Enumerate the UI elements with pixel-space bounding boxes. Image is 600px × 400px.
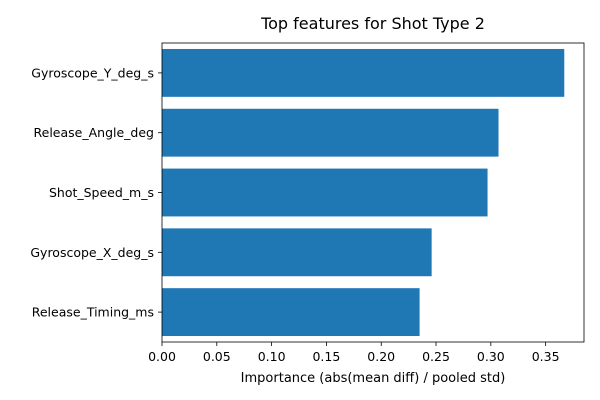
x-tick-label: 0.25: [422, 349, 450, 364]
bar: [162, 108, 499, 157]
x-tick-label: 0.30: [477, 349, 505, 364]
x-tick-label: 0.35: [532, 349, 560, 364]
x-tick-label: 0.05: [203, 349, 231, 364]
axes-frame: [161, 42, 585, 343]
x-tick-label: 0.10: [258, 349, 286, 364]
x-tick-label: 0.15: [312, 349, 340, 364]
y-tick-label: Gyroscope_X_deg_s: [30, 245, 154, 260]
x-axis-ticks: 0.00 0.05 0.10 0.15 0.20 0.25 0.30 0.35: [148, 342, 560, 364]
bar: [162, 168, 488, 217]
chart-title: Top features for Shot Type 2: [260, 14, 485, 33]
x-axis-label: Importance (abs(mean diff) / pooled std): [241, 371, 506, 386]
y-tick-label: Release_Angle_deg: [34, 125, 154, 140]
y-tick-label: Release_Timing_ms: [32, 305, 154, 320]
y-axis-ticks: Gyroscope_Y_deg_s Release_Angle_deg Shot_S…: [30, 65, 162, 320]
bar: [162, 288, 420, 337]
bar: [162, 228, 432, 277]
y-tick-label: Gyroscope_Y_deg_s: [31, 65, 154, 80]
x-tick-label: 0.00: [148, 349, 176, 364]
x-tick-label: 0.20: [367, 349, 395, 364]
bar: [162, 48, 565, 97]
y-tick-label: Shot_Speed_m_s: [49, 185, 154, 200]
bars-layer: [162, 48, 565, 337]
